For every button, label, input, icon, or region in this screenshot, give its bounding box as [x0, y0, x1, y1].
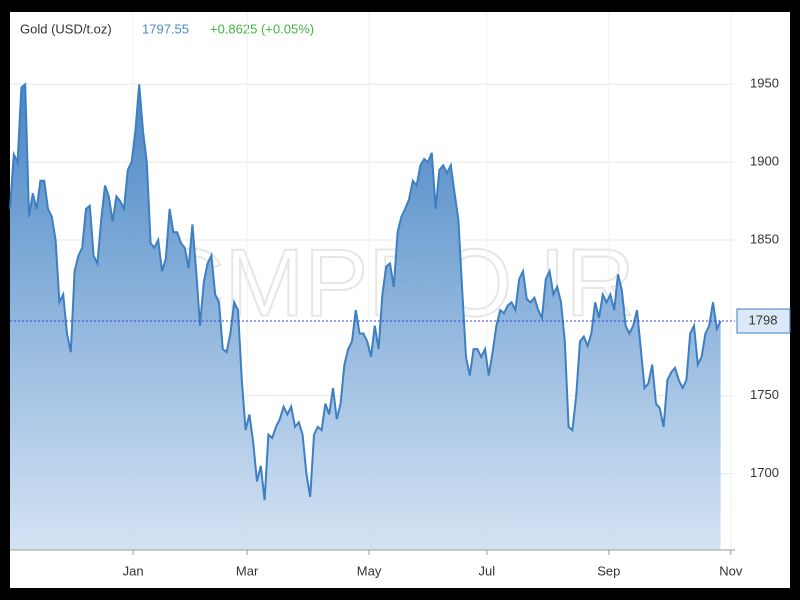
- y-tick-label: 1700: [750, 465, 779, 480]
- x-tick-label: May: [357, 563, 382, 578]
- line: [9, 82, 722, 501]
- chart-title: Gold (USD/t.oz): [20, 21, 112, 36]
- price-box: [736, 308, 791, 334]
- y-tick-label: 1850: [750, 231, 779, 246]
- price-label: 1798: [749, 312, 778, 327]
- last-price: 1797.55: [142, 21, 189, 36]
- area: [10, 84, 721, 551]
- y-tick-label: 1750: [750, 387, 779, 402]
- x-tick-label: Nov: [719, 563, 743, 578]
- x-tick-label: Jan: [123, 563, 144, 578]
- y-tick-label: 1950: [750, 76, 779, 91]
- x-tick-label: Jul: [479, 563, 496, 578]
- x-tick-label: Mar: [236, 563, 259, 578]
- x-tick-label: Sep: [597, 563, 620, 578]
- change: +0.8625 (+0.05%): [210, 21, 314, 36]
- y-tick-label: 1900: [750, 154, 779, 169]
